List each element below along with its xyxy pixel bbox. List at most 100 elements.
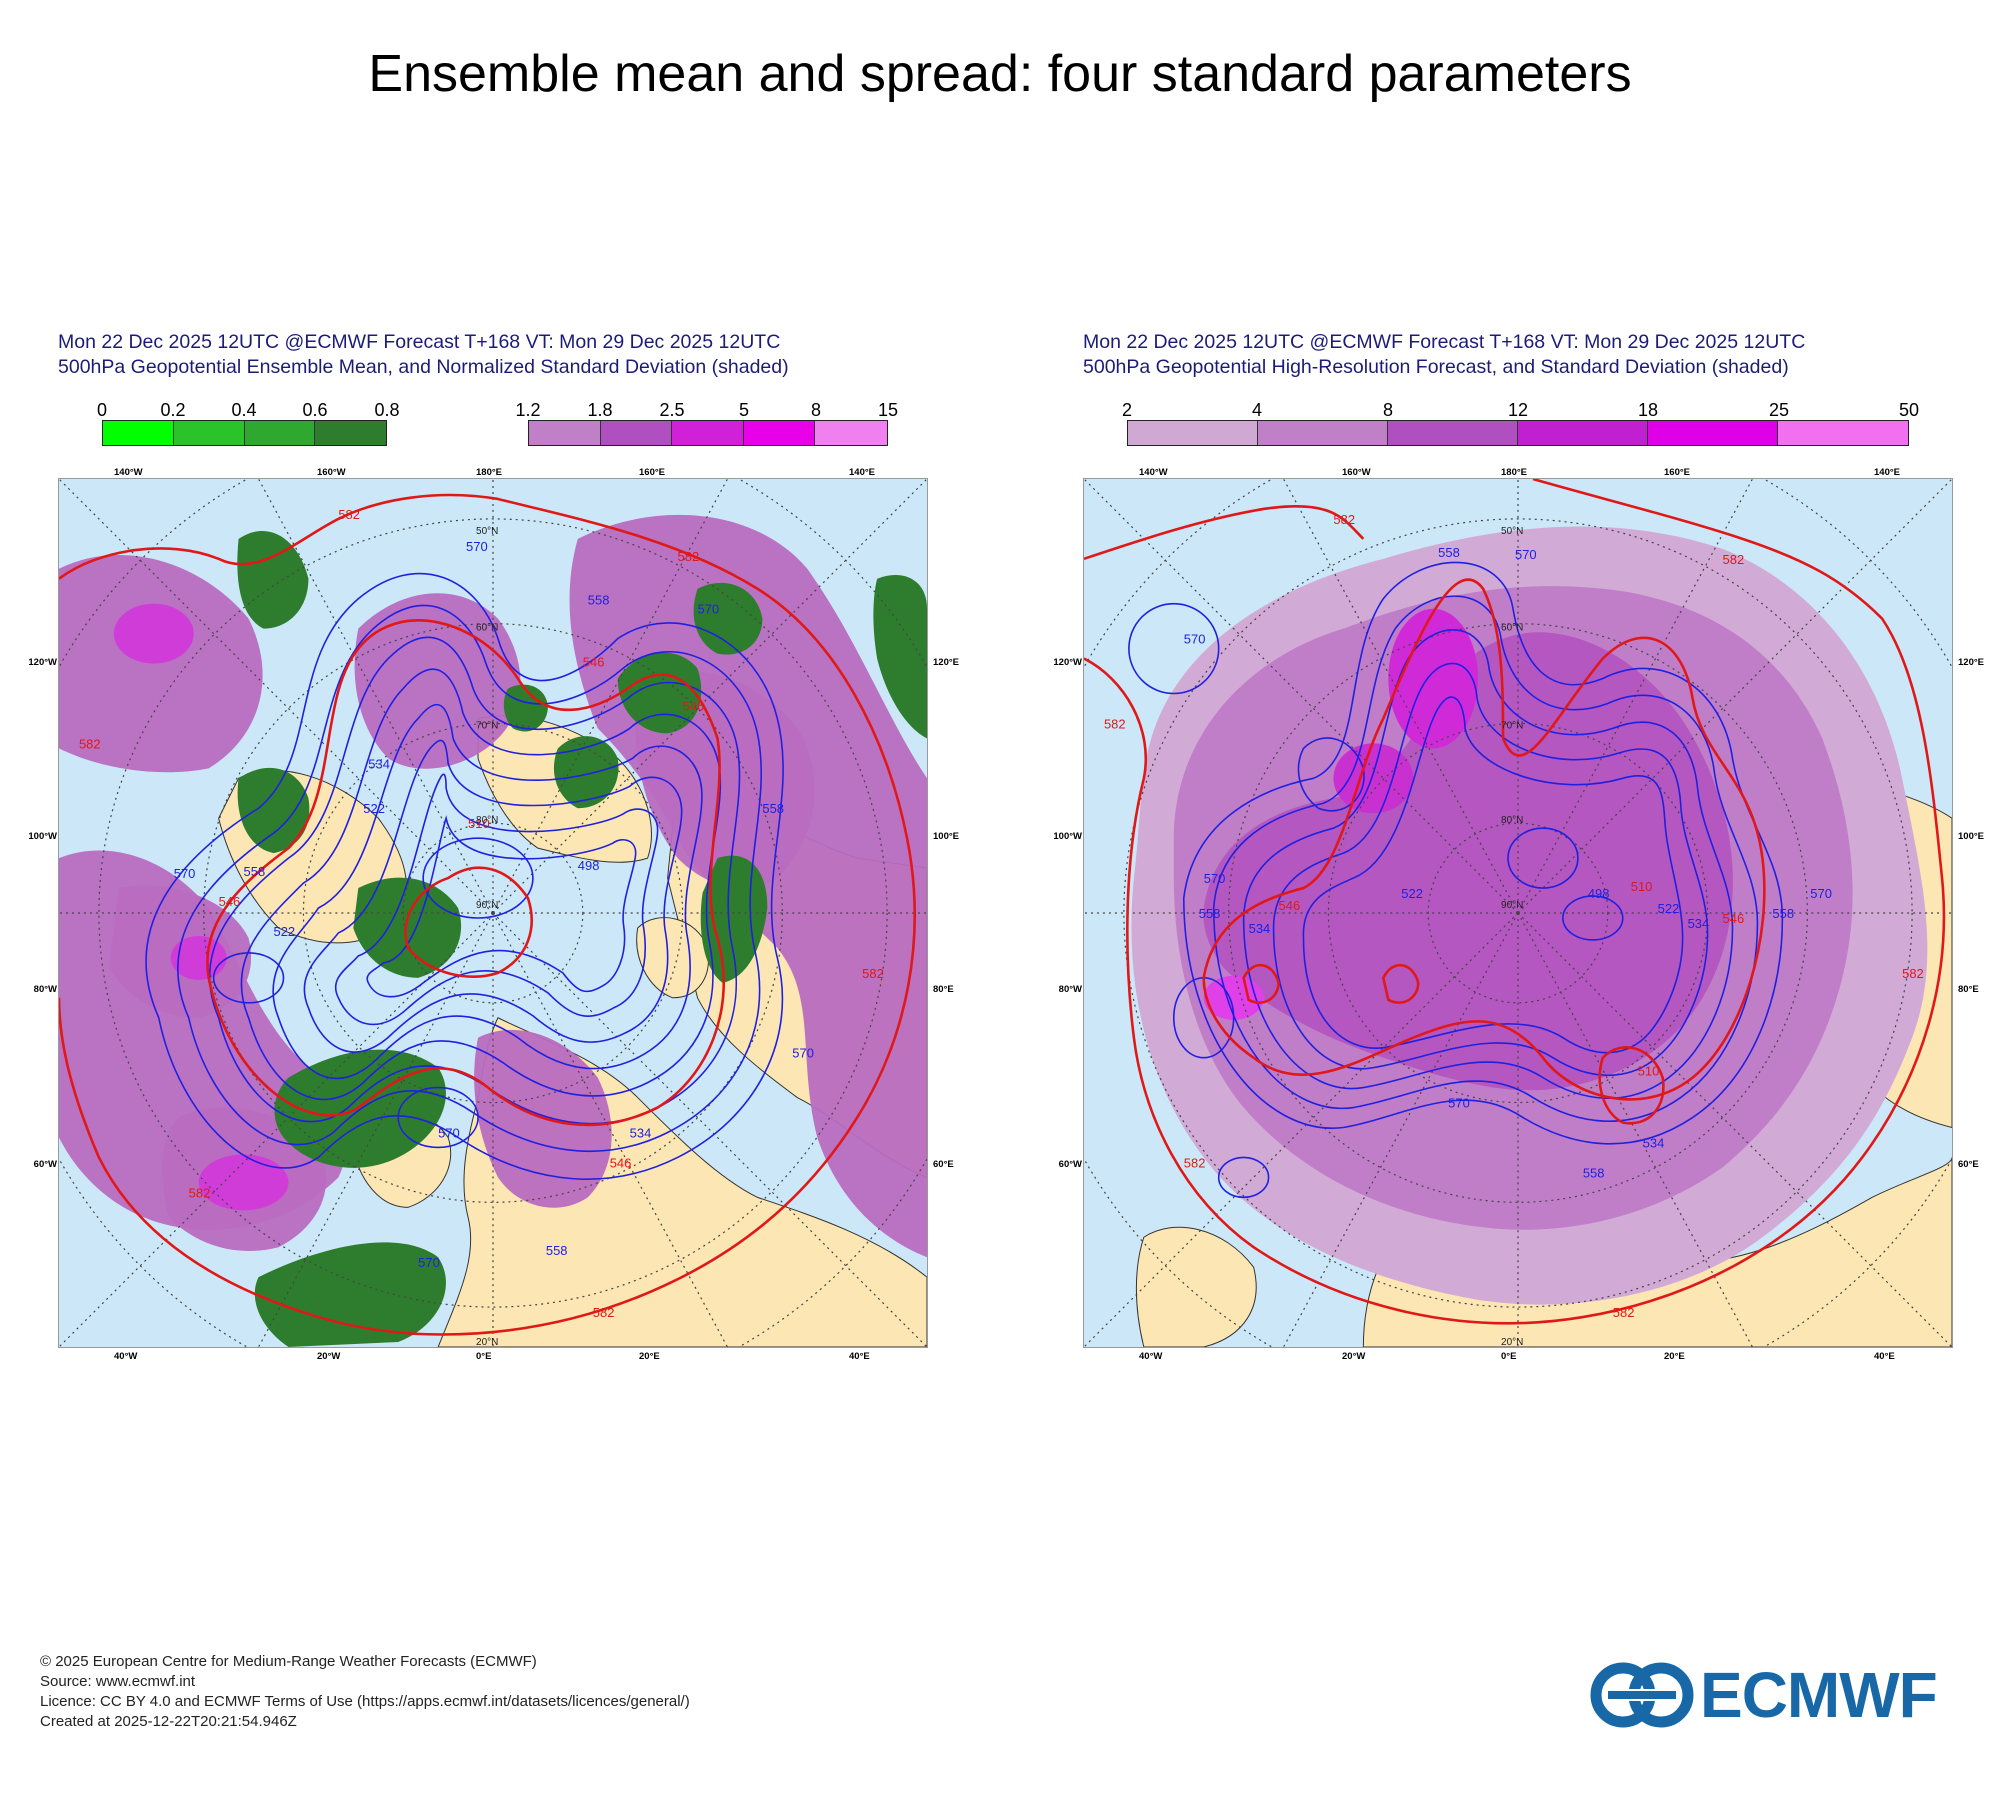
geopotential-key-contours: [1084, 479, 1946, 1325]
lon-labels-left: 120°W 100°W 80°W 60°W: [1048, 479, 1082, 1349]
lon-label: 100°E: [1958, 831, 1984, 842]
colorbar-label: 18: [1637, 400, 1659, 420]
low-spread-shading: [254, 1242, 446, 1347]
contour-labels: 582 582 582 582 582 582 570 570 570 570 …: [1104, 512, 1924, 1320]
panel-title-line2: 500hPa Geopotential High-Resolution Fore…: [1083, 356, 1789, 378]
lon-label: 20°E: [1664, 1351, 1685, 1362]
lon-label: 140°W: [114, 467, 143, 478]
contour-label-546: 546: [610, 1155, 632, 1170]
ecmwf-logo-icon: [1590, 1662, 1694, 1728]
lon-label: 160°E: [639, 467, 665, 478]
lon-label: 40°W: [1139, 1351, 1163, 1362]
lon-label: 80°W: [33, 984, 57, 995]
low-spread-shading: [617, 652, 702, 734]
lon-label: 60°E: [1958, 1159, 1979, 1170]
colorbar-label: 0.6: [302, 400, 328, 420]
colorbar-swatch: [315, 421, 386, 445]
contour-label-522: 522: [274, 924, 296, 939]
lon-label: 160°E: [1664, 467, 1690, 478]
lon-label: 80°E: [933, 984, 954, 995]
contour-label-582: 582: [862, 966, 884, 981]
contour-label-570: 570: [1448, 1096, 1470, 1111]
contour-label-570: 570: [1515, 547, 1537, 562]
contour-label-522: 522: [363, 801, 385, 816]
ecmwf-logo-text: ECMWF: [1700, 1659, 1938, 1731]
lon-label: 80°W: [1058, 984, 1082, 995]
spread-shading: [1203, 632, 1733, 1091]
colorbar-green: [102, 420, 387, 446]
lon-labels-left: 120°W 100°W 80°W 60°W: [23, 479, 57, 1349]
colorbar-swatch: [1777, 421, 1908, 445]
lon-label: 20°W: [317, 1351, 341, 1362]
contour-label-570: 570: [438, 1125, 460, 1140]
contour-label-546: 546: [1279, 898, 1301, 913]
low-spread-shading: [237, 767, 310, 854]
footer-source: Source: www.ecmwf.int: [40, 1673, 196, 1690]
contour-label-546: 546: [1723, 911, 1745, 926]
lon-label: 0°E: [476, 1351, 492, 1362]
contour-label-510: 510: [468, 816, 490, 831]
contour-label-582: 582: [678, 549, 700, 564]
low-spread-shading: [503, 684, 548, 732]
geopotential-contours: [1128, 561, 1784, 1199]
geopotential-key-contours: [59, 493, 916, 1336]
contour-label-558: 558: [762, 801, 784, 816]
colorbar-purple-labels: 1.2 1.8 2.5 5 8 15: [515, 400, 898, 420]
contour-labels: 582 582 582 582 582 582 570 570 570 570 …: [79, 507, 884, 1320]
panel-title-line1: Mon 22 Dec 2025 12UTC @ECMWF Forecast T+…: [58, 331, 781, 353]
lon-label: 140°W: [1139, 467, 1168, 478]
spread-core: [113, 603, 194, 664]
contour-label-582: 582: [1104, 716, 1126, 731]
colorbar-swatch: [600, 421, 673, 445]
lon-label: 60°W: [1058, 1159, 1082, 1170]
contour-label-582: 582: [1613, 1305, 1635, 1320]
lon-label: 120°E: [933, 657, 959, 668]
latitude-labels: 90°N 80°N 70°N 60°N 50°N 20°N: [476, 526, 498, 1347]
spread-shading: [354, 593, 521, 769]
footer-licence: Licence: CC BY 4.0 and ECMWF Terms of Us…: [40, 1693, 690, 1710]
lon-label: 180°E: [1501, 467, 1527, 478]
lon-label: 160°W: [317, 467, 346, 478]
colorbar-sd-labels: 2 4 8 12 18 25 50: [1122, 400, 1919, 420]
spread-core: [1203, 975, 1264, 1020]
contour-label-570: 570: [792, 1046, 814, 1061]
low-spread-shading: [553, 736, 619, 809]
lon-label: 40°E: [1874, 1351, 1895, 1362]
colorbar-swatch: [173, 421, 245, 445]
contour-label-582: 582: [1184, 1155, 1206, 1170]
panel-title: Mon 22 Dec 2025 12UTC @ECMWF Forecast T+…: [1083, 330, 1805, 380]
panel-title-line2: 500hPa Geopotential Ensemble Mean, and N…: [58, 356, 789, 378]
contour-label-534: 534: [630, 1125, 652, 1140]
low-spread-shading: [873, 575, 927, 739]
colorbar-label: 0.2: [160, 400, 186, 420]
lon-labels-bottom: 40°W 20°W 0°E 20°E 40°E: [1084, 1351, 1954, 1363]
colorbar-label: 8: [1382, 400, 1394, 420]
panel-hres-forecast: Mon 22 Dec 2025 12UTC @ECMWF Forecast T+…: [1053, 330, 1984, 1362]
lon-label: 100°E: [933, 831, 959, 842]
contour-label-558: 558: [1199, 906, 1221, 921]
colorbar-green-labels: 0 0.2 0.4 0.6 0.8: [97, 400, 400, 420]
contour-label-570: 570: [698, 602, 720, 617]
contour-label-582: 582: [338, 507, 360, 522]
colorbar-swatch: [244, 421, 316, 445]
svg-text:90°N: 90°N: [1501, 900, 1523, 911]
contour-label-546: 546: [583, 655, 605, 670]
polar-stereographic-map: 582 582 582 582 582 582 570 570 570 570 …: [1053, 467, 1984, 1362]
contour-label-522: 522: [1658, 901, 1680, 916]
colorbar-label: 50: [1898, 400, 1920, 420]
spread-core: [1333, 743, 1414, 814]
colorbar-label: 0.8: [374, 400, 400, 420]
land-mass: [1135, 1226, 1257, 1347]
colorbar-swatch: [1647, 421, 1778, 445]
svg-text:70°N: 70°N: [1501, 720, 1523, 731]
contour-label-522: 522: [1401, 886, 1423, 901]
svg-text:20°N: 20°N: [1501, 1337, 1523, 1347]
copyright-footer: © 2025 European Centre for Medium-Range …: [40, 1652, 690, 1732]
lon-label: 80°E: [1958, 984, 1979, 995]
colorbar-swatch: [815, 421, 887, 445]
panel-title-line1: Mon 22 Dec 2025 12UTC @ECMWF Forecast T+…: [1083, 331, 1806, 353]
contour-label-582: 582: [1723, 552, 1745, 567]
lon-label: 60°W: [33, 1159, 57, 1170]
lon-labels-top: 140°W 160°W 180°E 160°E 140°E: [1084, 467, 1954, 479]
lon-label: 20°E: [639, 1351, 660, 1362]
